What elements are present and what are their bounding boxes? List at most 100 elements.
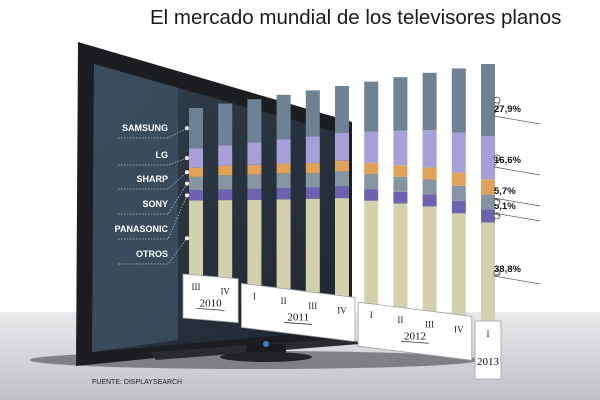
value-label-otros: 38,8% xyxy=(494,264,521,275)
quarter-label-6: IV xyxy=(337,306,347,316)
bar-sharp-3 xyxy=(247,164,262,175)
bar-sony-10 xyxy=(451,185,466,201)
bar-samsung-10 xyxy=(451,68,466,133)
bar-panasonic-10 xyxy=(451,200,466,214)
year-box-2012 xyxy=(357,301,473,361)
bar-otros-11 xyxy=(481,222,495,323)
bar-otros-3 xyxy=(247,199,262,286)
bar-samsung-3 xyxy=(247,99,262,143)
value-leader-lg xyxy=(493,157,541,176)
year-label-2010: 2010 xyxy=(200,297,223,309)
bar-sharp-2 xyxy=(218,165,233,176)
bar-panasonic-2 xyxy=(218,189,233,201)
bar-sony-5 xyxy=(305,173,320,188)
bar-sharp-11 xyxy=(481,179,495,195)
year-underline-2012 xyxy=(400,340,430,344)
bar-samsung-11 xyxy=(481,64,495,137)
quarter-label-11: I xyxy=(487,329,490,339)
bar-sony-7 xyxy=(364,173,379,190)
year-underline-2011 xyxy=(284,322,313,325)
legend-dot-sharp xyxy=(185,170,189,175)
bar-sony-1 xyxy=(189,176,203,191)
bar-sony-9 xyxy=(422,179,437,195)
quarter-label-2: IV xyxy=(220,287,230,297)
legend-panel xyxy=(92,64,178,352)
value-leader-panasonic xyxy=(493,212,541,222)
year-underline-2010 xyxy=(196,307,225,311)
bar-otros-4 xyxy=(276,199,291,291)
quarter-label-10: IV xyxy=(454,324,464,334)
bar-panasonic-9 xyxy=(422,194,437,207)
bar-sharp-9 xyxy=(422,167,437,180)
year-label-2013: 2013 xyxy=(477,356,500,368)
legend-label-otros: OTROS xyxy=(136,249,168,259)
bar-samsung-6 xyxy=(335,86,349,133)
bar-samsung-5 xyxy=(305,90,320,137)
bar-sony-4 xyxy=(276,173,291,188)
legend-dot-lg xyxy=(185,155,189,160)
legend-leader-sharp xyxy=(118,171,188,190)
tv-stand-base xyxy=(220,352,312,362)
bar-lg-9 xyxy=(422,130,437,168)
value-leader-sony xyxy=(493,197,541,207)
bar-sharp-8 xyxy=(393,165,408,177)
bar-samsung-1 xyxy=(189,108,203,149)
bar-lg-8 xyxy=(393,130,408,166)
bar-samsung-2 xyxy=(218,103,233,146)
bar-lg-2 xyxy=(218,145,233,166)
legend-label-sharp: SHARP xyxy=(136,174,168,184)
bar-sharp-10 xyxy=(451,172,466,186)
bar-otros-1 xyxy=(189,200,203,276)
legend-label-samsung: SAMSUNG xyxy=(122,123,168,133)
quarter-label-7: I xyxy=(370,310,373,320)
legend-label-panasonic: PANASONIC xyxy=(115,224,169,234)
bar-otros-9 xyxy=(422,206,437,314)
bar-sharp-4 xyxy=(276,163,291,174)
bar-lg-3 xyxy=(247,142,262,165)
bar-panasonic-11 xyxy=(481,209,495,223)
bar-sony-11 xyxy=(481,194,495,210)
bar-panasonic-4 xyxy=(276,187,291,200)
bar-sony-6 xyxy=(335,171,349,187)
legend-label-sony: SONY xyxy=(142,199,168,209)
tv-stand-neck xyxy=(246,344,286,354)
legend-leader-panasonic xyxy=(118,195,188,240)
legend-label-lg: LG xyxy=(156,150,169,160)
legend-dot-otros xyxy=(185,236,189,241)
bar-panasonic-8 xyxy=(393,191,408,204)
bar-lg-10 xyxy=(451,132,466,173)
bar-panasonic-7 xyxy=(364,189,379,201)
value-label-samsung: 27,9% xyxy=(494,104,521,115)
year-box-2013 xyxy=(474,320,502,380)
year-box-2011 xyxy=(240,282,356,342)
bar-lg-5 xyxy=(305,136,320,163)
value-label-lg: 16,6% xyxy=(494,155,521,166)
quarter-label-8: II xyxy=(397,315,403,325)
value-leader-samsung xyxy=(493,100,541,125)
legend-dot-samsung xyxy=(185,126,189,131)
legend-leader-lg xyxy=(118,157,188,166)
year-label-2011: 2011 xyxy=(287,311,309,323)
value-label-panasonic: 5,1% xyxy=(494,201,516,212)
bar-sharp-7 xyxy=(364,162,379,174)
legend-leader-samsung xyxy=(118,127,188,139)
bar-samsung-9 xyxy=(422,72,437,131)
legend-dot-panasonic xyxy=(185,193,189,198)
quarter-label-9: III xyxy=(425,320,434,330)
legend-dot-sony xyxy=(185,181,189,186)
bar-otros-10 xyxy=(451,213,466,319)
bar-otros-2 xyxy=(218,200,233,281)
bar-sharp-5 xyxy=(305,162,320,174)
quarter-label-1: III xyxy=(192,282,201,292)
tv-power-led xyxy=(263,341,269,347)
bar-samsung-7 xyxy=(364,81,379,132)
bar-lg-11 xyxy=(481,136,495,180)
quarter-label-4: II xyxy=(281,296,287,306)
bar-lg-6 xyxy=(335,132,349,161)
chart-title: El mercado mundial de los televisores pl… xyxy=(150,6,562,29)
bar-sony-3 xyxy=(247,174,262,189)
quarter-label-5: III xyxy=(308,301,317,311)
bar-lg-4 xyxy=(276,139,291,164)
value-label-sony: 5,7% xyxy=(494,186,516,197)
